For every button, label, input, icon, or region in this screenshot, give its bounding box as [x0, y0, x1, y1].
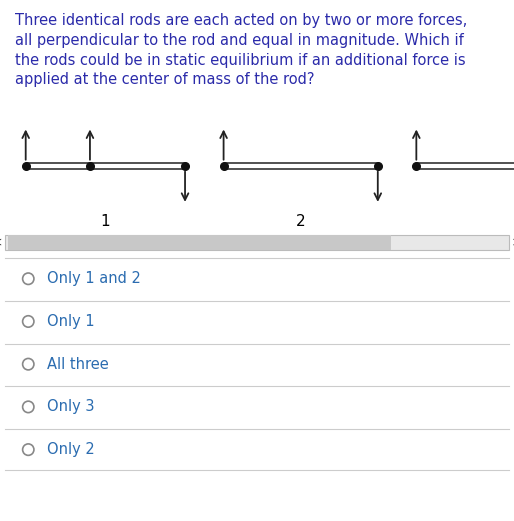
- Text: <: <: [0, 236, 3, 249]
- Bar: [5, 235, 509, 250]
- Text: Only 3: Only 3: [47, 400, 94, 414]
- Text: Only 1: Only 1: [47, 314, 95, 329]
- Text: 2: 2: [296, 214, 305, 229]
- Text: Only 1 and 2: Only 1 and 2: [47, 271, 141, 286]
- Text: All three: All three: [47, 357, 108, 371]
- Text: >: >: [511, 236, 514, 249]
- Text: Only 2: Only 2: [47, 442, 95, 457]
- Text: Three identical rods are each acted on by two or more forces,
all perpendicular : Three identical rods are each acted on b…: [15, 13, 468, 88]
- Bar: [8, 235, 391, 250]
- Text: 1: 1: [101, 214, 110, 229]
